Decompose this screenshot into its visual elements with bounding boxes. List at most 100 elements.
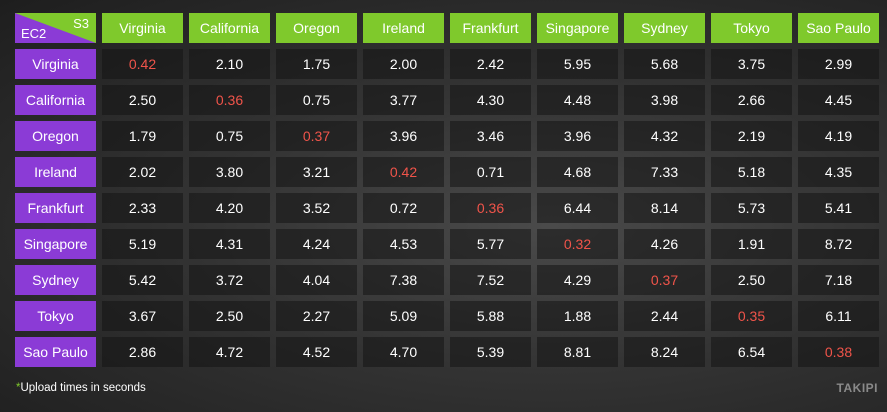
table-cell: 3.75 xyxy=(711,49,792,79)
table-cell: 0.36 xyxy=(450,193,531,223)
column-header: Singapore xyxy=(537,13,618,43)
table-cell: 4.35 xyxy=(798,157,879,187)
table-cell: 0.37 xyxy=(624,265,705,295)
table-cell: 4.26 xyxy=(624,229,705,259)
table-cell: 2.99 xyxy=(798,49,879,79)
table-cell: 0.75 xyxy=(276,85,357,115)
takipi-logo: TAKIPI xyxy=(836,381,878,395)
table-cell: 4.24 xyxy=(276,229,357,259)
table-cell: 6.11 xyxy=(798,301,879,331)
table-cell: 0.75 xyxy=(189,121,270,151)
table-cell: 2.66 xyxy=(711,85,792,115)
column-header: Sao Paulo xyxy=(798,13,879,43)
table-cell: 2.33 xyxy=(102,193,183,223)
table-cell: 0.71 xyxy=(450,157,531,187)
table-cell: 3.77 xyxy=(363,85,444,115)
table-cell: 8.24 xyxy=(624,337,705,367)
table-cell: 8.81 xyxy=(537,337,618,367)
table-cell: 4.20 xyxy=(189,193,270,223)
table-cell: 1.88 xyxy=(537,301,618,331)
table-cell: 4.04 xyxy=(276,265,357,295)
table-cell: 0.37 xyxy=(276,121,357,151)
column-header: California xyxy=(189,13,270,43)
table-cell: 4.52 xyxy=(276,337,357,367)
table-cell: 4.32 xyxy=(624,121,705,151)
table-cell: 7.33 xyxy=(624,157,705,187)
table-cell: 2.27 xyxy=(276,301,357,331)
row-header: Sydney xyxy=(15,265,96,295)
table-cell: 5.39 xyxy=(450,337,531,367)
table-cell: 5.73 xyxy=(711,193,792,223)
table-cell: 5.77 xyxy=(450,229,531,259)
table-cell: 0.42 xyxy=(363,157,444,187)
table-cell: 8.72 xyxy=(798,229,879,259)
table-cell: 5.88 xyxy=(450,301,531,331)
table-cell: 2.00 xyxy=(363,49,444,79)
table-cell: 4.30 xyxy=(450,85,531,115)
table-cell: 8.14 xyxy=(624,193,705,223)
table-cell: 5.68 xyxy=(624,49,705,79)
table-cell: 3.46 xyxy=(450,121,531,151)
table-cell: 0.72 xyxy=(363,193,444,223)
row-header: Singapore xyxy=(15,229,96,259)
table-cell: 3.52 xyxy=(276,193,357,223)
table-cell: 5.09 xyxy=(363,301,444,331)
table-cell: 4.45 xyxy=(798,85,879,115)
corner-ec2-label: EC2 xyxy=(21,26,47,41)
table-cell: 3.98 xyxy=(624,85,705,115)
table-cell: 4.29 xyxy=(537,265,618,295)
column-header: Tokyo xyxy=(711,13,792,43)
table-cell: 2.19 xyxy=(711,121,792,151)
column-header: Virginia xyxy=(102,13,183,43)
table-cell: 7.52 xyxy=(450,265,531,295)
table-cell: 1.75 xyxy=(276,49,357,79)
table-cell: 4.48 xyxy=(537,85,618,115)
table-cell: 3.96 xyxy=(363,121,444,151)
corner-s3-label: S3 xyxy=(73,16,89,31)
table-cell: 3.72 xyxy=(189,265,270,295)
footnote-text: Upload times in seconds xyxy=(20,382,146,394)
table-cell: 2.10 xyxy=(189,49,270,79)
table-cell: 2.02 xyxy=(102,157,183,187)
table-cell: 7.38 xyxy=(363,265,444,295)
table-cell: 3.96 xyxy=(537,121,618,151)
table-cell: 4.53 xyxy=(363,229,444,259)
table-cell: 1.79 xyxy=(102,121,183,151)
row-header: Ireland xyxy=(15,157,96,187)
column-header: Sydney xyxy=(624,13,705,43)
row-header: Virginia xyxy=(15,49,96,79)
footnote: *Upload times in seconds xyxy=(16,382,146,394)
table-cell: 4.19 xyxy=(798,121,879,151)
footnote-star: * xyxy=(16,382,21,394)
table-cell: 5.18 xyxy=(711,157,792,187)
column-header: Oregon xyxy=(276,13,357,43)
column-header: Ireland xyxy=(363,13,444,43)
latency-table: S3 EC2 Virginia California Oregon Ireland Fr… xyxy=(15,13,879,367)
table-cell: 4.31 xyxy=(189,229,270,259)
table-cell: 4.70 xyxy=(363,337,444,367)
column-header: Frankfurt xyxy=(450,13,531,43)
table-cell: 2.50 xyxy=(189,301,270,331)
table-cell: 6.54 xyxy=(711,337,792,367)
row-header: Tokyo xyxy=(15,301,96,331)
table-cell: 2.86 xyxy=(102,337,183,367)
table-cell: 0.42 xyxy=(102,49,183,79)
corner-cell: S3 EC2 xyxy=(15,13,96,43)
table-cell: 2.44 xyxy=(624,301,705,331)
table-cell: 1.91 xyxy=(711,229,792,259)
row-header: Oregon xyxy=(15,121,96,151)
row-header: California xyxy=(15,85,96,115)
table-cell: 5.19 xyxy=(102,229,183,259)
table-cell: 0.38 xyxy=(798,337,879,367)
table-cell: 3.80 xyxy=(189,157,270,187)
table-cell: 2.50 xyxy=(102,85,183,115)
table-cell: 5.42 xyxy=(102,265,183,295)
table-cell: 4.72 xyxy=(189,337,270,367)
table-cell: 5.95 xyxy=(537,49,618,79)
table-cell: 0.35 xyxy=(711,301,792,331)
table-cell: 5.41 xyxy=(798,193,879,223)
table-cell: 6.44 xyxy=(537,193,618,223)
table-cell: 0.36 xyxy=(189,85,270,115)
row-header: Sao Paulo xyxy=(15,337,96,367)
table-cell: 3.21 xyxy=(276,157,357,187)
